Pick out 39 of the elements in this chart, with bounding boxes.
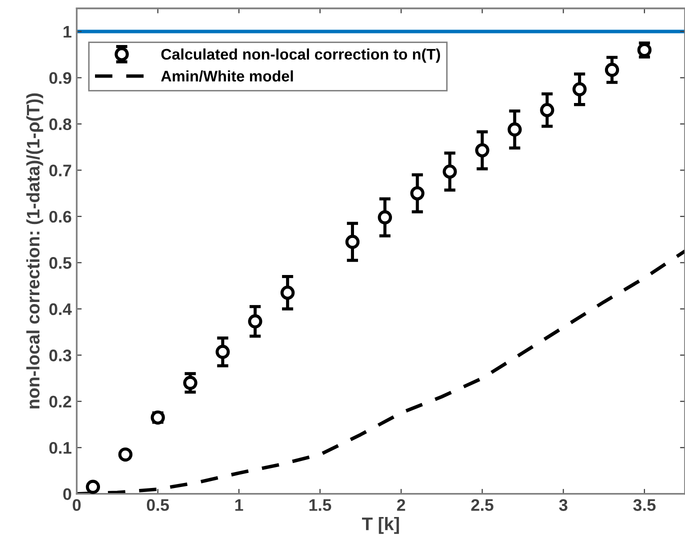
point — [150, 410, 165, 425]
y-tick-label: 0.8 — [49, 118, 72, 130]
point — [378, 210, 392, 224]
point — [345, 234, 360, 249]
y-tick-label: 1 — [64, 26, 72, 38]
point — [118, 447, 132, 462]
point — [216, 344, 230, 359]
point — [442, 164, 457, 179]
y-tick-label: 0.5 — [49, 257, 72, 269]
point — [540, 103, 554, 118]
point — [183, 376, 198, 390]
x-tick-label: 0.5 — [146, 499, 169, 511]
x-tick-label: 2 — [397, 499, 406, 511]
x-tick-label: 3.5 — [633, 499, 656, 511]
point — [508, 122, 522, 137]
y-tick-label: 0.6 — [49, 210, 72, 223]
point — [248, 314, 262, 328]
x-axis-title: T [k] — [362, 517, 399, 534]
x-tick-label: 1.5 — [310, 499, 332, 511]
point — [475, 143, 490, 158]
y-tick-label: 0 — [63, 488, 72, 500]
point — [410, 186, 424, 200]
point — [86, 480, 100, 494]
y-tick-label: 0.9 — [49, 72, 72, 84]
legend-label: Amin/White model — [161, 70, 293, 82]
x-tick-label: 1 — [235, 499, 244, 511]
y-tick-label: 0.3 — [49, 350, 72, 362]
y-tick-label: 0.7 — [49, 164, 72, 176]
legend-label: Calculated non-local correction to n(T) — [161, 48, 440, 63]
x-tick-label: 3 — [559, 499, 568, 511]
y-axis-title: non-local correction: (1-data)/(1-ρ(T)) — [26, 93, 44, 408]
point — [572, 82, 587, 96]
x-tick-label: 2.5 — [471, 499, 494, 511]
point — [280, 286, 295, 300]
y-tick-label: 0.4 — [49, 303, 72, 316]
x-tick-label: 0 — [72, 499, 81, 511]
point — [604, 62, 620, 77]
y-tick-label: 0.2 — [49, 396, 72, 408]
y-tick-label: 0.1 — [49, 442, 72, 454]
